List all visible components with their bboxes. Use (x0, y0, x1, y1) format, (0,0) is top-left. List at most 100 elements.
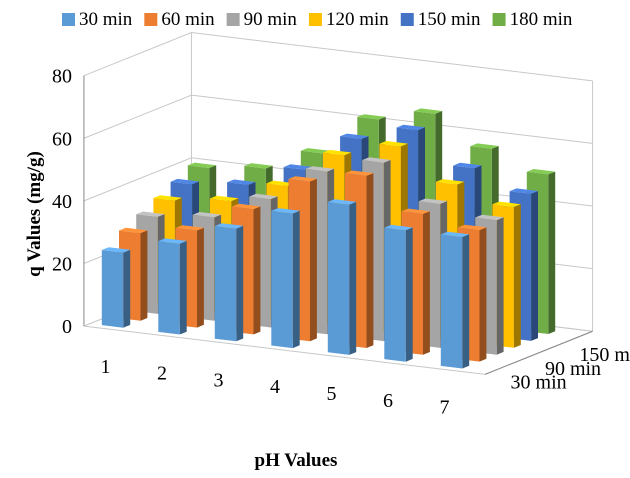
bar-top (288, 176, 317, 182)
legend-item: 90 min (226, 9, 298, 30)
bar-top (340, 133, 369, 139)
legend-item: 30 min (62, 9, 133, 30)
bar-side (310, 178, 317, 342)
bar-side (479, 227, 487, 362)
bar-side (236, 225, 244, 342)
legend-item: 60 min (144, 9, 215, 30)
legend-swatch (226, 13, 240, 26)
bar-side (253, 206, 261, 335)
bar-top (509, 188, 538, 194)
bar-top (458, 224, 487, 231)
bar-top (413, 108, 443, 114)
bar-top (453, 162, 482, 169)
bar-side (548, 171, 556, 334)
bar-top (384, 224, 413, 231)
y-tick-label: 80 (52, 66, 72, 88)
bar (158, 238, 187, 335)
bar-side (462, 234, 470, 369)
bar-top (271, 208, 300, 214)
bar-side (405, 227, 413, 362)
legend-label: 150 min (418, 9, 481, 30)
bar-side (197, 227, 204, 328)
bar-top (305, 166, 335, 172)
bar-top (470, 143, 499, 149)
bar-front (101, 250, 124, 328)
x-tick-label: 5 (327, 383, 337, 405)
bar-top (170, 178, 199, 185)
bar-top (136, 211, 165, 217)
legend-item: 150 min (400, 9, 481, 30)
legend-swatch (308, 13, 322, 26)
bar-side (292, 210, 300, 349)
bar-top (232, 203, 261, 210)
bar-top (119, 227, 148, 234)
bar-front (158, 241, 180, 335)
bar (440, 231, 470, 369)
legend-item: 120 min (308, 9, 389, 30)
gridline (83, 94, 593, 144)
bar-top (362, 157, 391, 163)
bar-top (192, 212, 222, 218)
bar-side (513, 204, 521, 348)
legend-label: 90 min (244, 9, 298, 30)
legend-swatch (400, 13, 414, 26)
legend-label: 180 min (510, 9, 573, 30)
depth-axis-line (484, 330, 593, 375)
bar-side (123, 249, 131, 328)
legend-swatch (492, 13, 506, 26)
bar (271, 208, 300, 349)
legend-label: 30 min (79, 9, 133, 30)
bar-top (153, 195, 182, 201)
bar-side (179, 240, 187, 335)
bar-top (249, 193, 278, 200)
x-tick-label: 6 (383, 390, 393, 412)
bar-top (357, 114, 386, 120)
legend: 30 min 60 min 90 min 120 min 150 min 180 min (62, 9, 573, 30)
bar (384, 224, 413, 362)
bar-side (140, 230, 148, 321)
bar-top (283, 164, 312, 170)
bar-top (435, 179, 465, 185)
bar-top (244, 163, 273, 169)
bar (214, 223, 244, 342)
bar-side (423, 211, 430, 355)
bar-side (496, 217, 504, 355)
legend-label: 120 min (326, 9, 389, 30)
x-tick-label: 4 (270, 376, 280, 398)
depth-tick-label: 90 min (545, 358, 601, 380)
bar-top (475, 214, 504, 221)
bar-top (418, 198, 448, 204)
x-tick-label: 1 (101, 356, 111, 378)
bar-top (209, 195, 239, 202)
bar-top (266, 180, 295, 186)
bar (327, 199, 357, 355)
y-axis-label: q Values (mg/g) (24, 151, 45, 277)
bar-top (187, 162, 217, 168)
bar-front (384, 227, 406, 362)
depth-tick-label: 30 min (511, 372, 567, 394)
y-tick-label: 20 (52, 253, 72, 275)
bar-top (379, 141, 408, 147)
y-tick-label: 0 (62, 316, 72, 338)
bar-top (227, 179, 256, 185)
bar-front (327, 202, 350, 355)
y-tick-label: 60 (52, 128, 72, 150)
bar-top (345, 170, 374, 176)
bars (101, 108, 556, 369)
bar-front (440, 234, 463, 369)
legend-item: 180 min (492, 9, 573, 30)
bar-top (322, 149, 352, 156)
bar-top (101, 247, 131, 253)
bar-front (271, 210, 293, 349)
bar-side (366, 173, 374, 348)
bar-top (440, 231, 470, 237)
bar-top (396, 124, 425, 131)
bar-top (175, 225, 204, 231)
depth-tick-label: 150 min (579, 344, 630, 366)
legend-swatch (62, 13, 75, 26)
bar-top (300, 148, 330, 154)
bar-side (349, 201, 357, 355)
